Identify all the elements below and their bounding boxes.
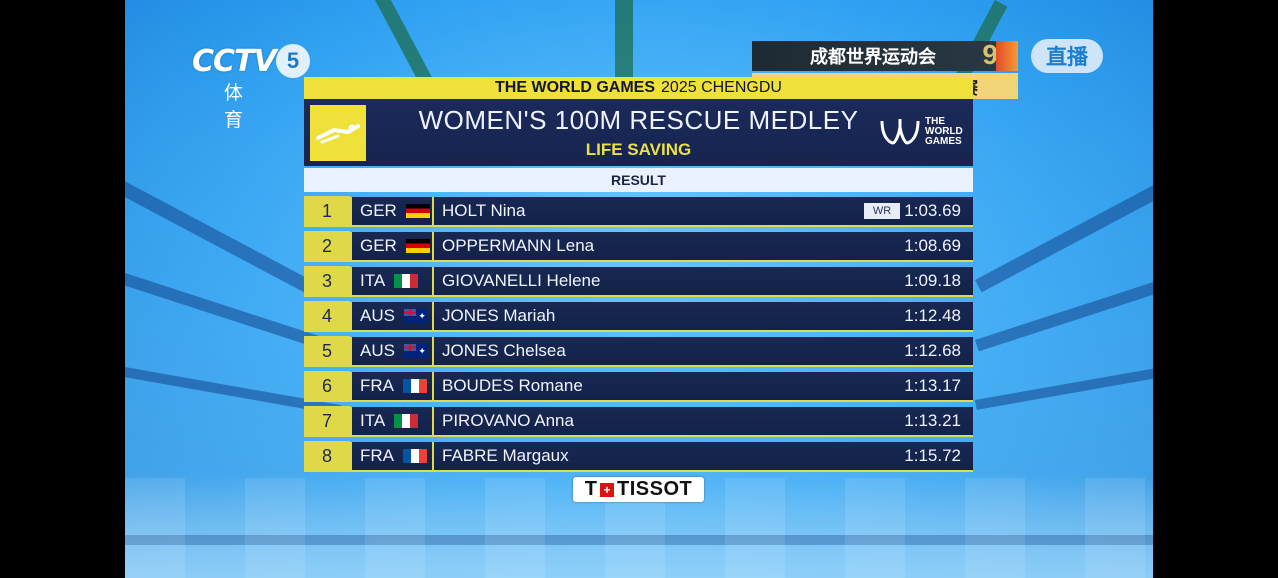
athlete-name: PIROVANO Anna	[442, 411, 574, 430]
finish-time: 1:08.69	[904, 236, 961, 255]
banner-main: THE WORLD GAMES	[495, 79, 656, 96]
finish-time: 1:13.17	[904, 376, 961, 395]
nation-code: ITA	[360, 271, 386, 290]
nation-cell: FRA	[350, 372, 434, 400]
sport-name: LIFE SAVING	[585, 140, 692, 159]
rank: 2	[304, 231, 350, 261]
nation-cell: AUS	[350, 302, 434, 330]
finish-time: 1:12.48	[904, 306, 961, 325]
lifesaving-icon	[310, 105, 366, 161]
channel-sub: 体育	[224, 83, 258, 131]
nation-cell: GER	[350, 197, 434, 225]
australia-flag-icon	[403, 309, 428, 323]
finish-time: 1:09.18	[904, 271, 961, 290]
nation-code: ITA	[360, 411, 386, 430]
channel-number: 5	[276, 44, 310, 78]
rank: 3	[304, 266, 350, 296]
sponsor-logo-letter: T	[584, 478, 597, 500]
world-games-logo-text: THE WORLD GAMES	[925, 116, 963, 147]
france-flag-icon	[403, 449, 427, 463]
nation-code: GER	[360, 236, 397, 255]
athlete-name: HOLT Nina	[442, 201, 526, 220]
games-banner: THE WORLD GAMES 2025 CHENGDU	[304, 77, 973, 99]
swiss-cross-icon: +	[599, 482, 614, 497]
lane-line	[125, 160, 315, 295]
result-row: 6 FRA BOUDES Romane 1:13.17	[304, 371, 973, 402]
athlete-name: OPPERMANN Lena	[442, 236, 595, 255]
result-row: 8 FRA FABRE Margaux 1:15.72	[304, 441, 973, 472]
broadcast-event-bar: 成都世界运动会 9	[752, 39, 1018, 71]
rank: 7	[304, 406, 350, 436]
rank: 8	[304, 441, 350, 471]
rank: 5	[304, 336, 350, 366]
athlete-name: JONES Mariah	[442, 306, 556, 325]
finish-time: 1:13.21	[904, 411, 961, 430]
germany-flag-icon	[405, 239, 430, 253]
banner-year: 2025 CHENGDU	[661, 79, 782, 96]
broadcast-event: 成都世界运动会	[810, 47, 936, 67]
lane-line	[975, 157, 1153, 293]
rank: 4	[304, 301, 350, 331]
athlete-name: GIOVANELLI Helene	[442, 271, 601, 290]
italy-flag-icon	[394, 274, 419, 288]
channel-logo: CCTV 5 体育	[192, 44, 310, 131]
event-header: WOMEN'S 100M RESCUE MEDLEY LIFE SAVING T…	[304, 99, 973, 166]
nation-code: AUS	[360, 341, 395, 360]
france-flag-icon	[403, 379, 427, 393]
event-logo-icon: 9	[982, 39, 998, 70]
nation-cell: GER	[350, 232, 434, 260]
result-row: 7 ITA PIROVANO Anna 1:13.21	[304, 406, 973, 437]
italy-flag-icon	[394, 414, 419, 428]
live-badge: 直播	[1031, 39, 1103, 73]
event-title: WOMEN'S 100M RESCUE MEDLEY	[418, 105, 859, 135]
result-row: 1 GER HOLT Nina WR 1:03.69	[304, 196, 973, 227]
result-row: 5 AUS JONES Chelsea 1:12.68	[304, 336, 973, 367]
result-row: 2 GER OPPERMANN Lena 1:08.69	[304, 231, 973, 262]
lane-line	[975, 354, 1153, 410]
channel-logo-text: CCTV	[192, 44, 277, 79]
nation-cell: ITA	[350, 267, 434, 295]
nation-code: GER	[360, 201, 397, 220]
nation-cell: FRA	[350, 442, 434, 470]
athlete-name: BOUDES Romane	[442, 376, 583, 395]
athlete-name: JONES Chelsea	[442, 341, 566, 360]
rank: 6	[304, 371, 350, 401]
rank: 1	[304, 196, 350, 226]
results-table: 1 GER HOLT Nina WR 1:03.69 2 GER OPPERMA…	[304, 196, 973, 472]
result-row: 4 AUS JONES Mariah 1:12.48	[304, 301, 973, 332]
nation-cell: AUS	[350, 337, 434, 365]
finish-time: 1:12.68	[904, 341, 961, 360]
finish-time: 1:15.72	[904, 446, 961, 465]
sponsor-logo: T + TISSOT	[573, 477, 704, 502]
finish-time: 1:03.69	[904, 201, 961, 220]
event-stripe	[996, 41, 1018, 71]
nation-code: FRA	[360, 446, 394, 465]
record-badge: WR	[864, 203, 900, 219]
australia-flag-icon	[403, 344, 428, 358]
world-games-logo: THE WORLD GAMES	[879, 117, 963, 147]
nation-code: AUS	[360, 306, 395, 325]
nation-cell: ITA	[350, 407, 434, 435]
result-label: RESULT	[304, 168, 973, 192]
results-graphic: THE WORLD GAMES 2025 CHENGDU WOMEN'S 100…	[304, 77, 973, 477]
germany-flag-icon	[405, 204, 430, 218]
lane-line	[615, 0, 633, 90]
world-games-icon	[880, 119, 920, 145]
athlete-name: FABRE Margaux	[442, 446, 569, 465]
nation-code: FRA	[360, 376, 394, 395]
result-row: 3 ITA GIOVANELLI Helene 1:09.18	[304, 266, 973, 297]
lane-line	[125, 260, 333, 352]
sponsor-name: TISSOT	[616, 478, 693, 500]
